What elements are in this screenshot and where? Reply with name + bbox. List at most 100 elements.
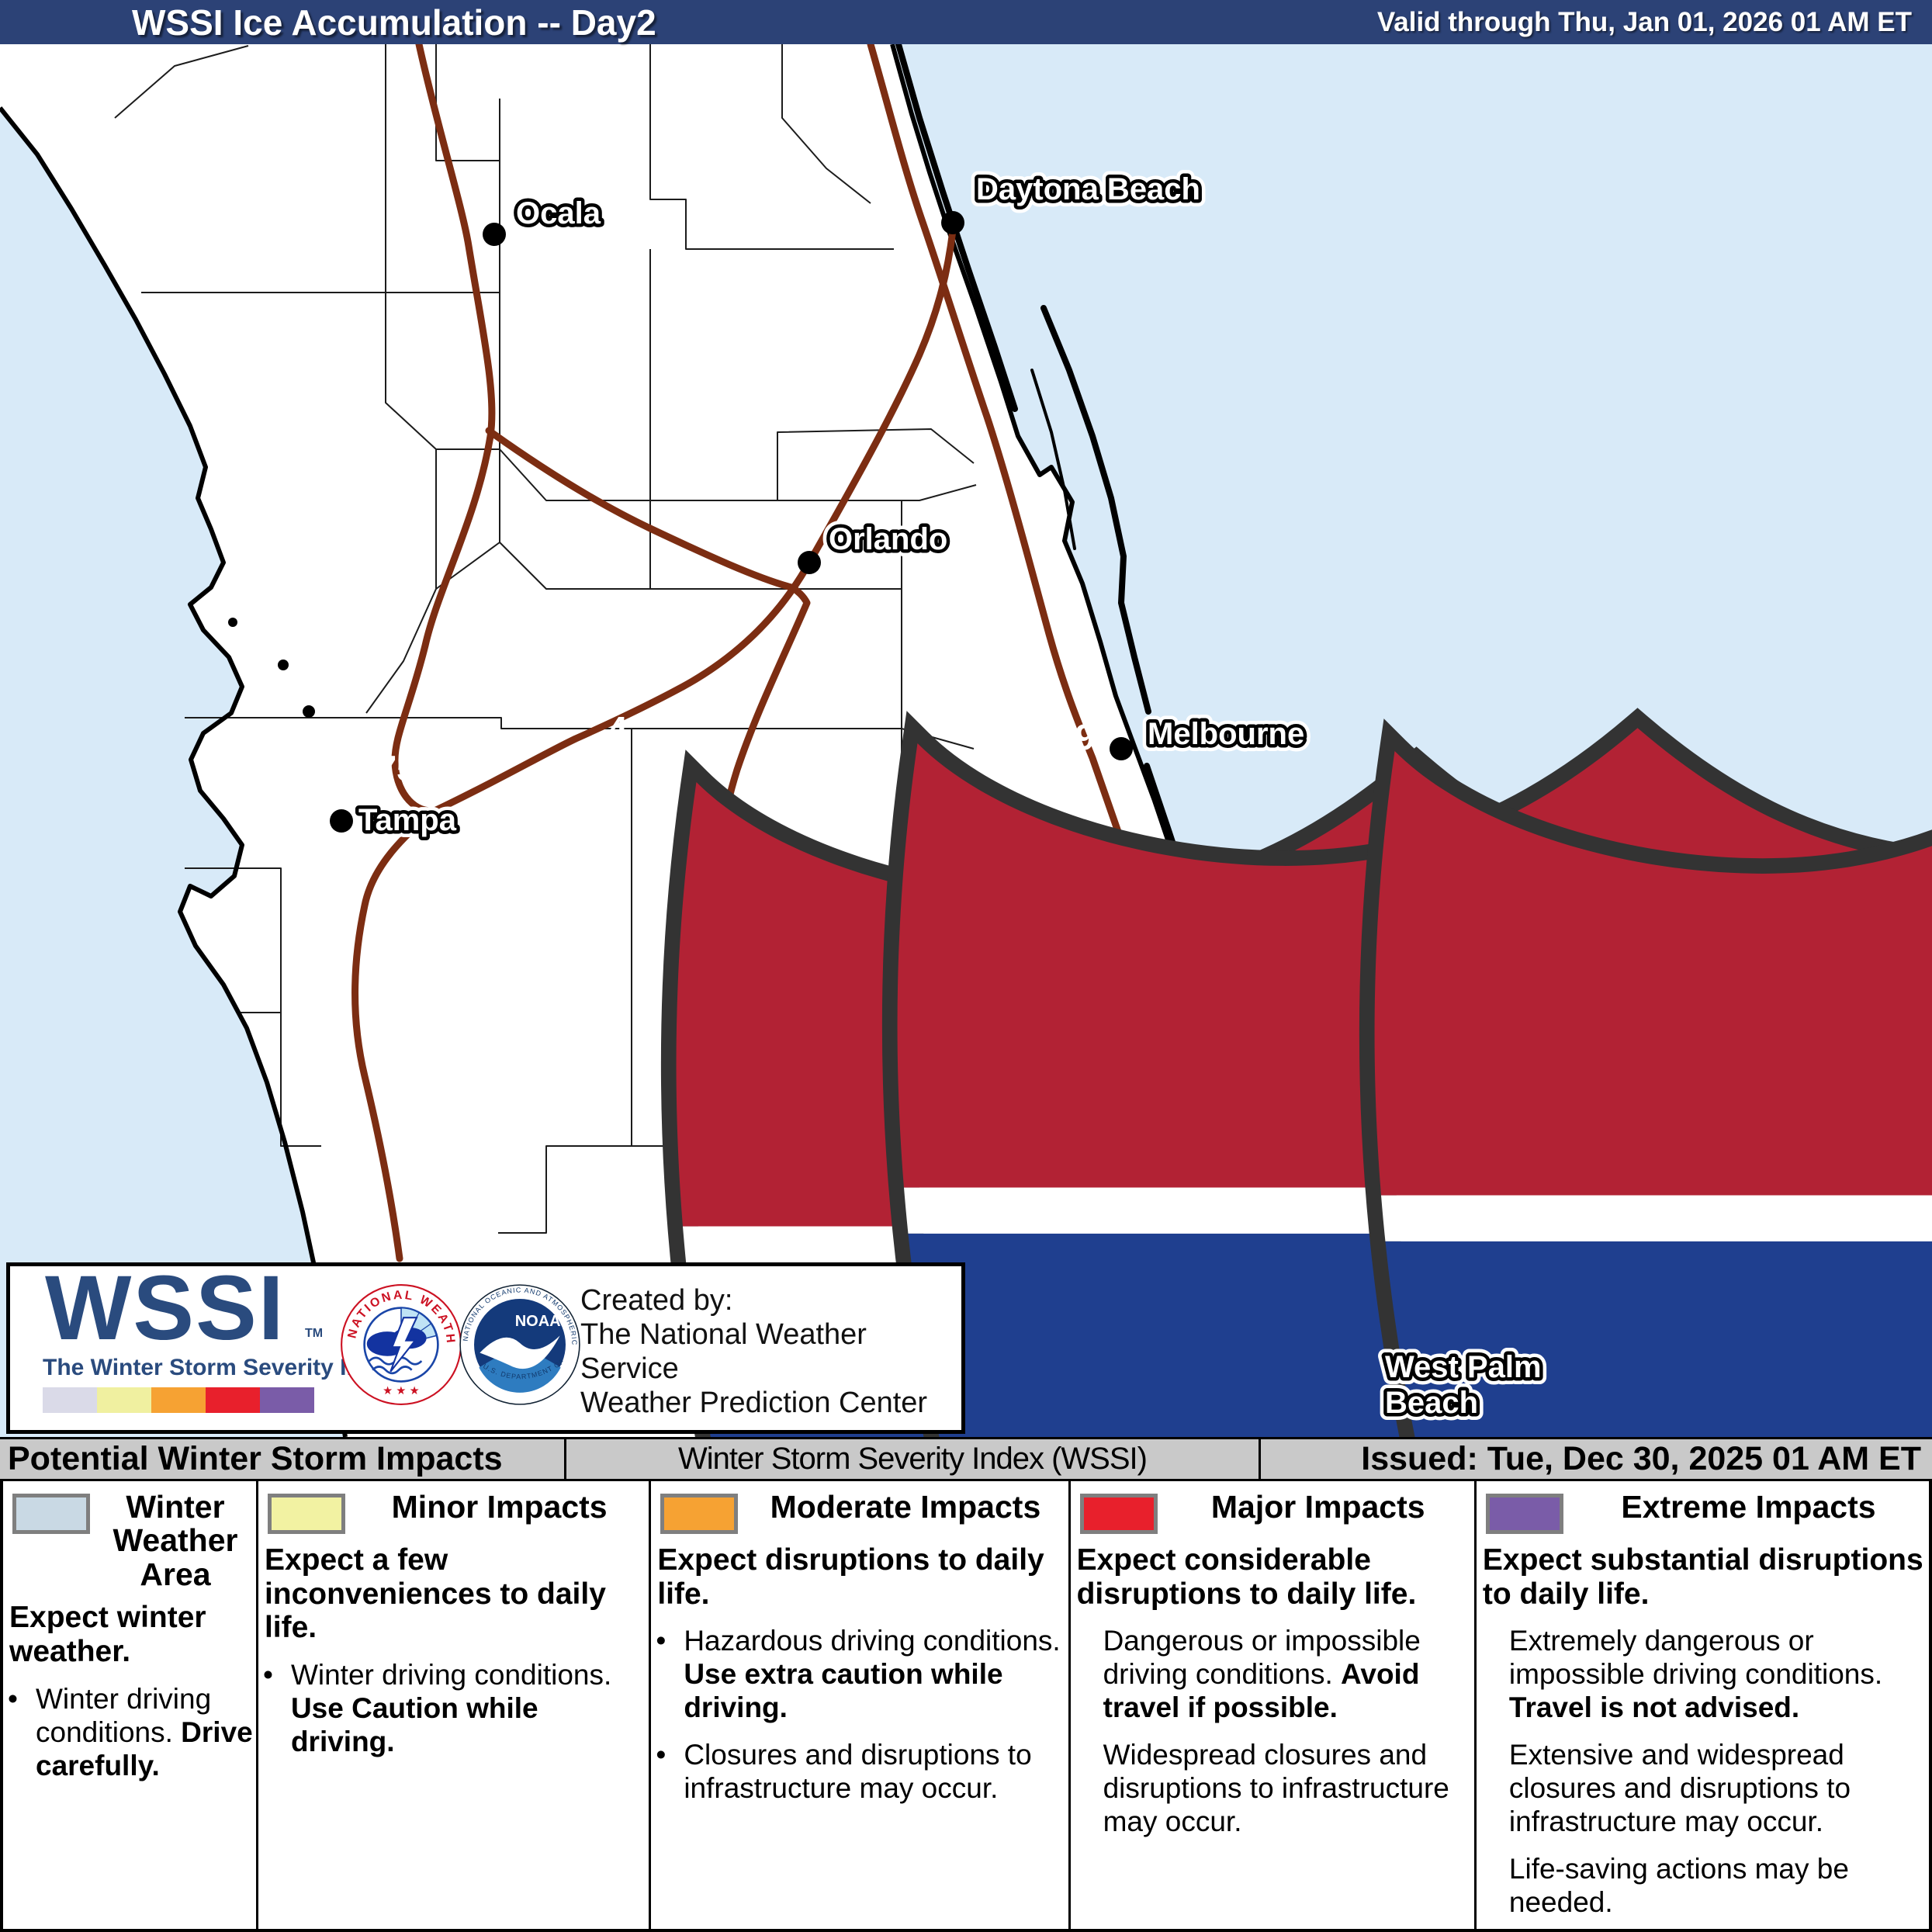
legend-title: Moderate Impacts	[770, 1489, 1041, 1525]
gulf-islands	[228, 618, 315, 718]
legend-items: • Hazardous driving conditions. Use extra…	[651, 1625, 1068, 1806]
svg-text:Daytona Beach: Daytona Beach	[976, 172, 1200, 206]
colorbar-moderate	[151, 1387, 206, 1413]
colorbar-major	[206, 1387, 260, 1413]
svg-text:75: 75	[376, 748, 416, 788]
road-i4	[431, 227, 957, 815]
nws-logo: NATIONAL WEATHER SERVICE ★ ★ ★	[340, 1283, 462, 1405]
wssi-trademark: TM	[305, 1327, 324, 1340]
svg-text:Beach: Beach	[1385, 1386, 1478, 1420]
interstate-shield-95: 95	[1075, 690, 1932, 1437]
legend-swatch	[1079, 1494, 1158, 1534]
legend-title: Minor Impacts	[391, 1489, 608, 1525]
road-i75	[351, 40, 496, 1262]
florida-map: 75 4 95 Ocala Ocala Ocala Daytona Beach Day…	[0, 40, 1932, 1438]
svg-text:95: 95	[1075, 717, 1114, 757]
wssi-severity-colorbar	[43, 1387, 314, 1413]
svg-text:Ocala: Ocala	[516, 196, 601, 230]
svg-text:Tampa: Tampa	[358, 803, 457, 837]
legend-item: • Hazardous driving conditions. Use extra…	[656, 1625, 1061, 1724]
gulf-coastline	[0, 106, 348, 1438]
issued-timestamp: Issued: Tue, Dec 30, 2025 01 AM ET	[1361, 1440, 1921, 1477]
wssi-tagline: The Winter Storm Severity Index	[43, 1355, 401, 1380]
wssi-bar-subtitle: Winter Storm Severity Index (WSSI)	[566, 1439, 1261, 1479]
svg-text:West Palm: West Palm	[1385, 1350, 1542, 1384]
created-by-line: Weather Prediction Center	[580, 1387, 928, 1419]
legend-column-winter-weather-area: Winter Weather Area Expect winter weathe…	[3, 1481, 258, 1929]
created-by-line: Created by:	[580, 1284, 733, 1317]
noaa-logo: NOAA NATIONAL OCEANIC AND ATMOSPHERIC AD…	[459, 1283, 580, 1405]
colorbar-extreme	[260, 1387, 314, 1413]
created-by-text: Created by: The National Weather Service…	[580, 1283, 961, 1420]
svg-text:Daytona Beach: Daytona Beach	[976, 172, 1200, 206]
colorbar-minor	[97, 1387, 151, 1413]
svg-text:Tampa: Tampa	[358, 803, 457, 837]
nws-stars: ★ ★ ★	[383, 1385, 420, 1397]
noaa-name: NOAA	[515, 1313, 561, 1330]
interstate-shield-75: 75	[376, 721, 1932, 1437]
legend-items: • Winter driving conditions. Drive carefu…	[3, 1683, 256, 1783]
issue-bar: Potential Winter Storm Impacts Winter St…	[0, 1437, 1932, 1481]
svg-text:Orlando: Orlando	[829, 522, 947, 556]
svg-text:Ocala: Ocala	[516, 196, 601, 230]
svg-text:Melbourne: Melbourne	[1148, 717, 1304, 751]
legend-column-extreme-impacts: Extreme Impacts Expect substantial disru…	[1477, 1481, 1929, 1929]
svg-text:Beach: Beach	[1385, 1386, 1478, 1420]
legend-lead: Expect a few inconveniences to daily lif…	[264, 1543, 606, 1645]
legend-item: Extremely dangerous or impossible drivin…	[1508, 1625, 1883, 1724]
legend-items: Dangerous or impossible driving conditio…	[1071, 1625, 1474, 1838]
legend-lead: Expect winter weather.	[9, 1601, 206, 1669]
interstate-shield-4: 4	[608, 682, 1932, 1437]
legend-title: Extreme Impacts	[1621, 1489, 1876, 1525]
svg-text:4: 4	[608, 709, 628, 750]
legend-column-minor-impacts: Minor Impacts Expect a few inconvenience…	[258, 1481, 652, 1929]
legend-items: • Winter driving conditions. Use Caution …	[258, 1659, 649, 1759]
legend-item: Widespread closures and disruptions to i…	[1103, 1739, 1449, 1837]
svg-text:West Palm: West Palm	[1385, 1350, 1542, 1384]
credit-box: WSSI TM The Winter Storm Severity Index	[6, 1257, 965, 1434]
page-title: WSSI Ice Accumulation -- Day2	[132, 2, 656, 43]
legend-item: • Closures and disruptions to infrastruct…	[656, 1739, 1032, 1804]
svg-text:Orlando: Orlando	[829, 522, 947, 556]
svg-text:Melbourne: Melbourne	[1148, 717, 1304, 751]
legend-items: Extremely dangerous or impossible drivin…	[1477, 1625, 1929, 1919]
svg-text:Daytona Beach: Daytona Beach	[976, 172, 1200, 206]
legend-lead: Expect considerable disruptions to daily…	[1076, 1543, 1417, 1611]
legend-item: Extensive and widespread closures and di…	[1508, 1739, 1851, 1837]
svg-text:West Palm: West Palm	[1385, 1350, 1542, 1384]
colorbar-winter-weather	[43, 1387, 97, 1413]
svg-text:Ocala: Ocala	[516, 196, 601, 230]
legend-column-moderate-impacts: Moderate Impacts Expect disruptions to d…	[651, 1481, 1071, 1929]
wssi-logo: WSSI	[45, 1257, 286, 1359]
legend-item: Dangerous or impossible driving conditio…	[1103, 1625, 1421, 1724]
svg-text:Melbourne: Melbourne	[1148, 717, 1304, 751]
impacts-legend: Winter Weather Area Expect winter weathe…	[0, 1481, 1932, 1932]
gulf-of-mexico	[0, 108, 345, 1437]
valid-through-label: Valid through Thu, Jan 01, 2026 01 AM ET	[1376, 6, 1912, 37]
svg-text:Tampa: Tampa	[358, 803, 457, 837]
legend-swatch	[660, 1494, 739, 1534]
legend-item: Life-saving actions may be needed.	[1508, 1852, 1849, 1918]
legend-title: Winter Weather Area	[113, 1489, 238, 1592]
created-by-line: The National Weather Service	[580, 1318, 867, 1385]
legend-item: • Winter driving conditions. Use Caution …	[262, 1659, 612, 1757]
impacts-bar-title: Potential Winter Storm Impacts	[0, 1439, 566, 1479]
legend-swatch	[267, 1494, 345, 1534]
header-bar: WSSI Ice Accumulation -- Day2 Valid thro…	[0, 0, 1932, 44]
legend-column-major-impacts: Major Impacts Expect considerable disrup…	[1071, 1481, 1477, 1929]
legend-title: Major Impacts	[1210, 1489, 1425, 1525]
svg-text:Beach: Beach	[1385, 1386, 1478, 1420]
legend-swatch	[12, 1494, 90, 1534]
svg-text:Orlando: Orlando	[829, 522, 947, 556]
legend-lead: Expect substantial disruptions to daily …	[1482, 1543, 1923, 1611]
legend-lead: Expect disruptions to daily life.	[657, 1543, 1044, 1611]
legend-item: • Winter driving conditions. Drive carefu…	[8, 1682, 253, 1781]
